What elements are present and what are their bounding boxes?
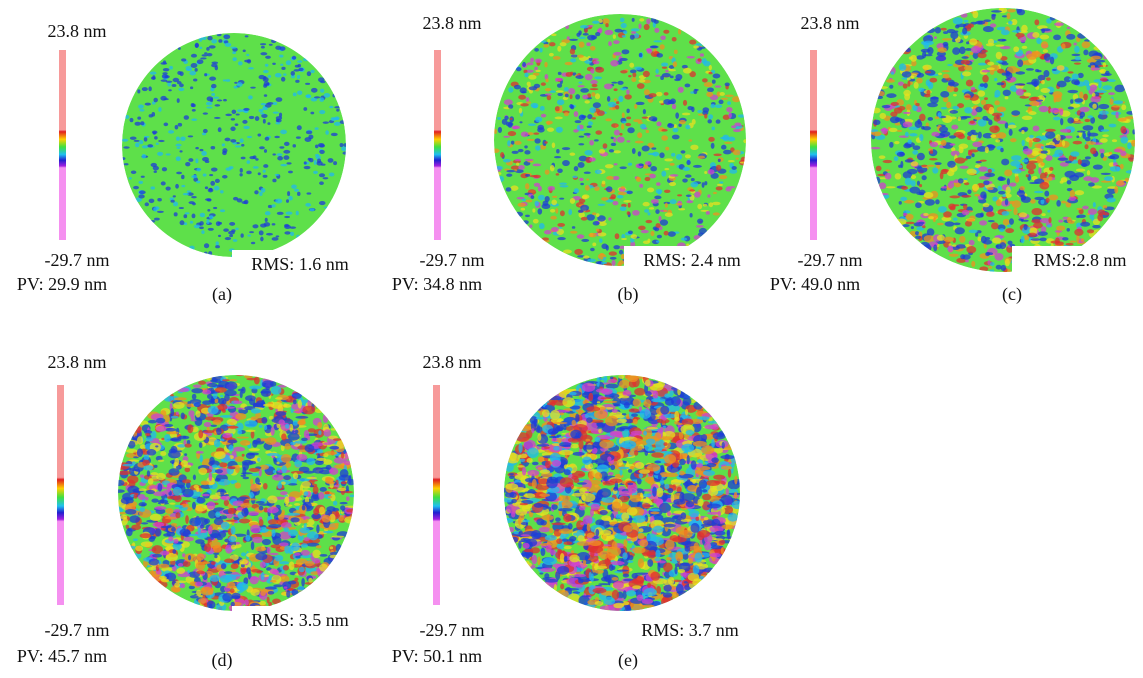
panel: 23.8 nm -29.7 nm PV: 45.7 nm RMS: 3.5 nm (d) [17, 352, 382, 671]
panel-caption: (a) [212, 284, 232, 305]
surface-map [121, 33, 348, 259]
scale-min-label: -29.7 nm [45, 620, 110, 640]
panel: 23.8 nm -29.7 nm PV: 34.8 nm RMS: 2.4 nm(b) [392, 13, 774, 305]
scale-min-label: -29.7 nm [45, 250, 110, 270]
scale-max-label: 23.8 nm [422, 13, 481, 33]
surface-map [114, 374, 359, 612]
rms-label: RMS: 1.6 nm [251, 254, 349, 274]
pv-label: PV: 49.0 nm [770, 274, 860, 294]
color-bar [57, 385, 64, 605]
panel-caption: (e) [618, 650, 638, 671]
scale-max-label: 23.8 nm [422, 352, 481, 372]
panel-caption: (d) [212, 650, 233, 671]
color-bar [59, 50, 66, 240]
color-bar [434, 50, 441, 240]
rms-label: RMS:2.8 nm [1033, 250, 1126, 270]
rms-label: RMS: 2.4 nm [643, 250, 741, 270]
pv-label: PV: 29.9 nm [17, 274, 107, 294]
panel: 23.8 nm -29.7 nm PV: 29.9 nm RMS: 1.6 nm (a) [17, 21, 382, 305]
rms-label: RMS: 3.7 nm [641, 620, 739, 640]
pv-label: PV: 45.7 nm [17, 646, 107, 666]
surface-map [501, 373, 745, 615]
color-bar [433, 385, 440, 605]
surface-map [491, 14, 748, 269]
scale-min-label: -29.7 nm [420, 250, 485, 270]
rms-label: RMS: 3.5 nm [251, 610, 349, 630]
scale-max-label: 23.8 nm [800, 13, 859, 33]
figure: 23.8 nm -29.7 nm PV: 29.9 nm RMS: 1.6 nm (a)… [0, 0, 1143, 678]
pv-label: PV: 34.8 nm [392, 274, 482, 294]
scale-max-label: 23.8 nm [47, 21, 106, 41]
scale-max-label: 23.8 nm [47, 352, 106, 372]
surface-map [871, 6, 1138, 274]
color-bar [810, 50, 817, 240]
panel-caption: (b) [618, 284, 639, 305]
scale-min-label: -29.7 nm [798, 250, 863, 270]
pv-label: PV: 50.1 nm [392, 646, 482, 666]
panel: 23.8 nm -29.7 nm PV: 50.1 nm RMS: 3.7 nm(e) [392, 352, 772, 671]
scale-min-label: -29.7 nm [420, 620, 485, 640]
panel-caption: (c) [1002, 284, 1022, 305]
panel: 23.8 nm -29.7 nm PV: 49.0 nm RMS:2.8 nm (c) [770, 6, 1143, 305]
